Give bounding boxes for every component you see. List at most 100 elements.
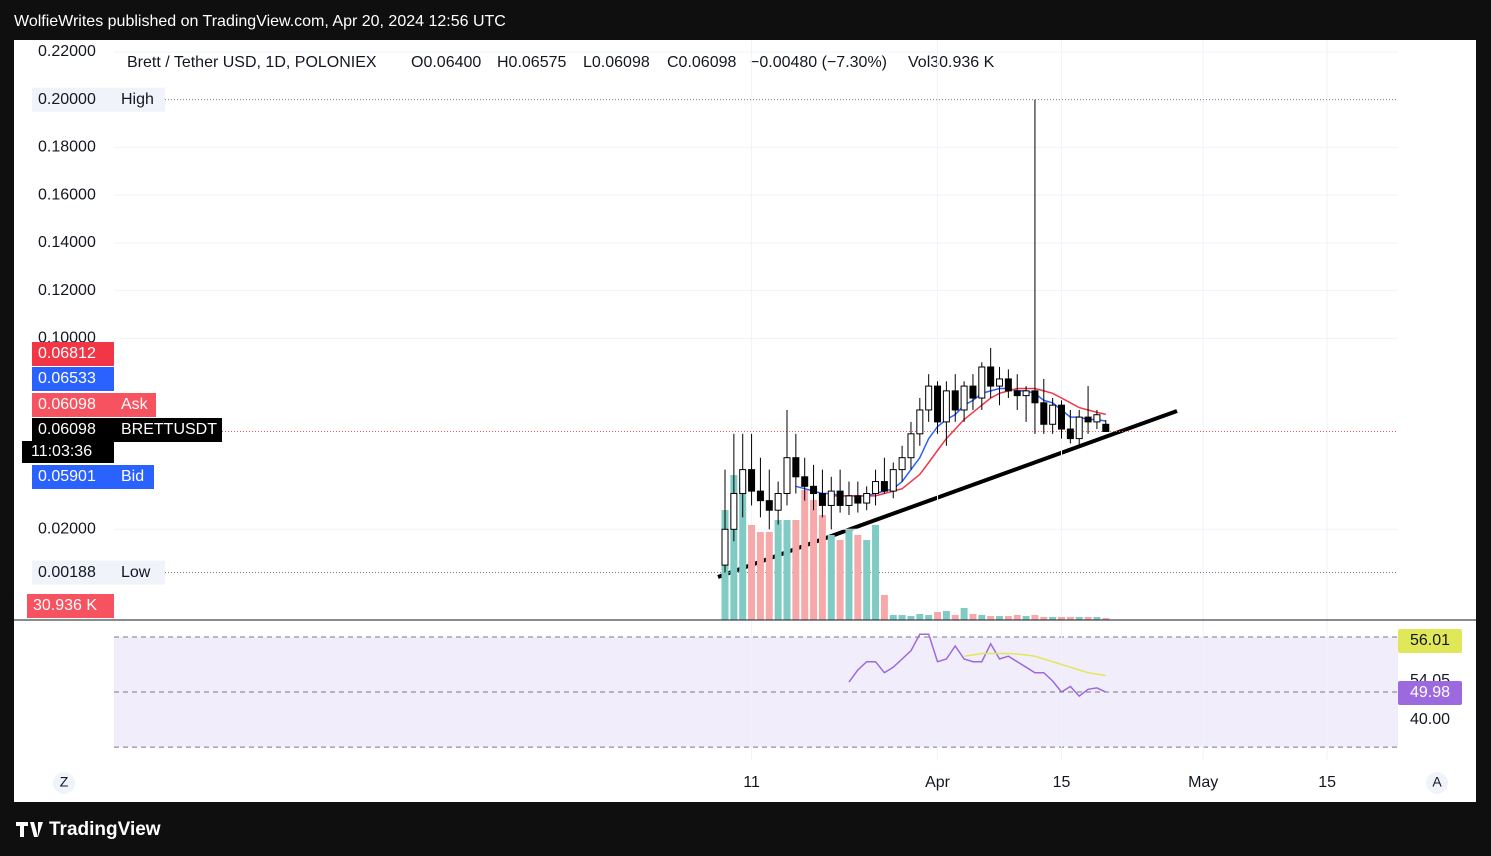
rsi-badge [1398, 681, 1462, 705]
candle-body [1084, 416, 1092, 423]
price-badge-value: 0.06812 [38, 345, 96, 362]
volume-bar [898, 614, 906, 620]
candle-body [845, 495, 853, 506]
candle-body [1004, 378, 1012, 392]
brand-name: TradingView [49, 819, 161, 840]
candle-body [730, 492, 738, 530]
volume-badge-value: 30.936 K [33, 597, 97, 614]
candle-body [898, 457, 906, 471]
x-tick-label: 11 [743, 774, 760, 791]
volume-bar [1022, 616, 1030, 620]
y-tick-label: 0.16000 [38, 186, 96, 203]
volume-bar [774, 520, 782, 620]
candle-body [925, 385, 933, 411]
z-label: Z [60, 774, 69, 790]
volume-bar [765, 532, 773, 620]
z-button[interactable] [53, 772, 75, 794]
candle-body [863, 492, 871, 504]
y-tick-label: 0.12000 [38, 282, 96, 299]
volume-bar [1004, 616, 1012, 620]
price-badge [32, 418, 114, 442]
price-badge-tag-text: Ask [121, 396, 149, 413]
level-value: 0.20000 [38, 91, 96, 108]
volume-bar [978, 614, 986, 620]
volume-bar [730, 475, 738, 620]
publisher-line: WolfieWrites published on TradingView.co… [14, 13, 506, 30]
volume-bar [1093, 616, 1101, 620]
volume-bar [969, 614, 977, 620]
volume-bar [934, 612, 942, 620]
moving-average [831, 387, 1106, 497]
price-badge-tag [114, 465, 154, 489]
candle-body [969, 385, 977, 399]
volume-bar [1075, 616, 1083, 620]
countdown-badge [22, 441, 114, 463]
candle-body [1040, 402, 1048, 425]
volume-bar [1040, 616, 1048, 620]
candle-body [756, 490, 764, 502]
legend-item: H0.06575 [497, 54, 566, 71]
brand-logo [16, 822, 43, 837]
rsi-badge-value: 49.98 [1410, 684, 1450, 701]
y-tick-label: 0.18000 [38, 139, 96, 156]
price-badge-tag [114, 393, 156, 417]
rsi-tick-label: 40.00 [1410, 711, 1450, 728]
volume-bar [783, 520, 791, 620]
volume-bar [1058, 616, 1066, 620]
price-badge [32, 393, 114, 417]
x-tick-label: 15 [1053, 774, 1071, 791]
volume-bar [889, 614, 897, 620]
volume-badge [27, 594, 114, 618]
volume-bar [996, 616, 1004, 620]
volume-bar [960, 608, 968, 620]
volume-bar [818, 514, 826, 620]
rsi-badge [1398, 629, 1462, 653]
volume-bar [1031, 614, 1039, 620]
candle-body [1093, 414, 1101, 423]
volume-bar [987, 616, 995, 620]
y-tick-label: 0.02000 [38, 521, 96, 538]
volume-bar [1049, 616, 1057, 620]
volume-bar [836, 540, 844, 620]
level-tag: High [121, 91, 154, 108]
level-badge [32, 87, 165, 112]
x-tick-label: Apr [925, 774, 951, 791]
candle-body [721, 528, 729, 566]
price-badge-tag-text: Bid [121, 468, 144, 485]
rsi-badge-value: 56.01 [1410, 632, 1450, 649]
candle-body [1031, 390, 1039, 404]
candle-body [774, 492, 782, 511]
volume-bar [1102, 618, 1110, 620]
countdown: 11:03:36 [31, 443, 92, 460]
price-badge-value: 0.06098 [38, 396, 96, 413]
candle-body [934, 385, 942, 423]
price-badge-value: 0.06533 [38, 370, 96, 387]
volume-bar [801, 490, 809, 620]
legend-item: C0.06098 [667, 54, 736, 71]
volume-bar [854, 534, 862, 620]
candle-body [916, 409, 924, 435]
candle-body [1013, 390, 1021, 397]
candle-body [978, 366, 986, 399]
candle-body [960, 385, 968, 411]
price-badge [32, 342, 114, 366]
volume-bar [827, 534, 835, 620]
volume-bar [756, 532, 764, 620]
a-button[interactable] [1426, 772, 1448, 794]
candle-body [907, 433, 915, 459]
candle-body [880, 481, 888, 492]
candle-body [942, 390, 950, 423]
candle-body [1058, 404, 1066, 430]
volume-bar [810, 500, 818, 620]
candle-body [1075, 416, 1083, 440]
candle-body [810, 485, 818, 494]
price-badge-tag-text: BRETTUSDT [121, 421, 217, 438]
volume-bar [872, 524, 880, 620]
candle-body [765, 500, 773, 511]
rsi-line [848, 633, 1107, 698]
candle-body [827, 490, 835, 506]
price-badge-value: 0.06098 [38, 421, 96, 438]
legend-item: Vol30.936 K [908, 54, 995, 71]
candle-body [1049, 404, 1057, 425]
volume-bar [845, 530, 853, 620]
